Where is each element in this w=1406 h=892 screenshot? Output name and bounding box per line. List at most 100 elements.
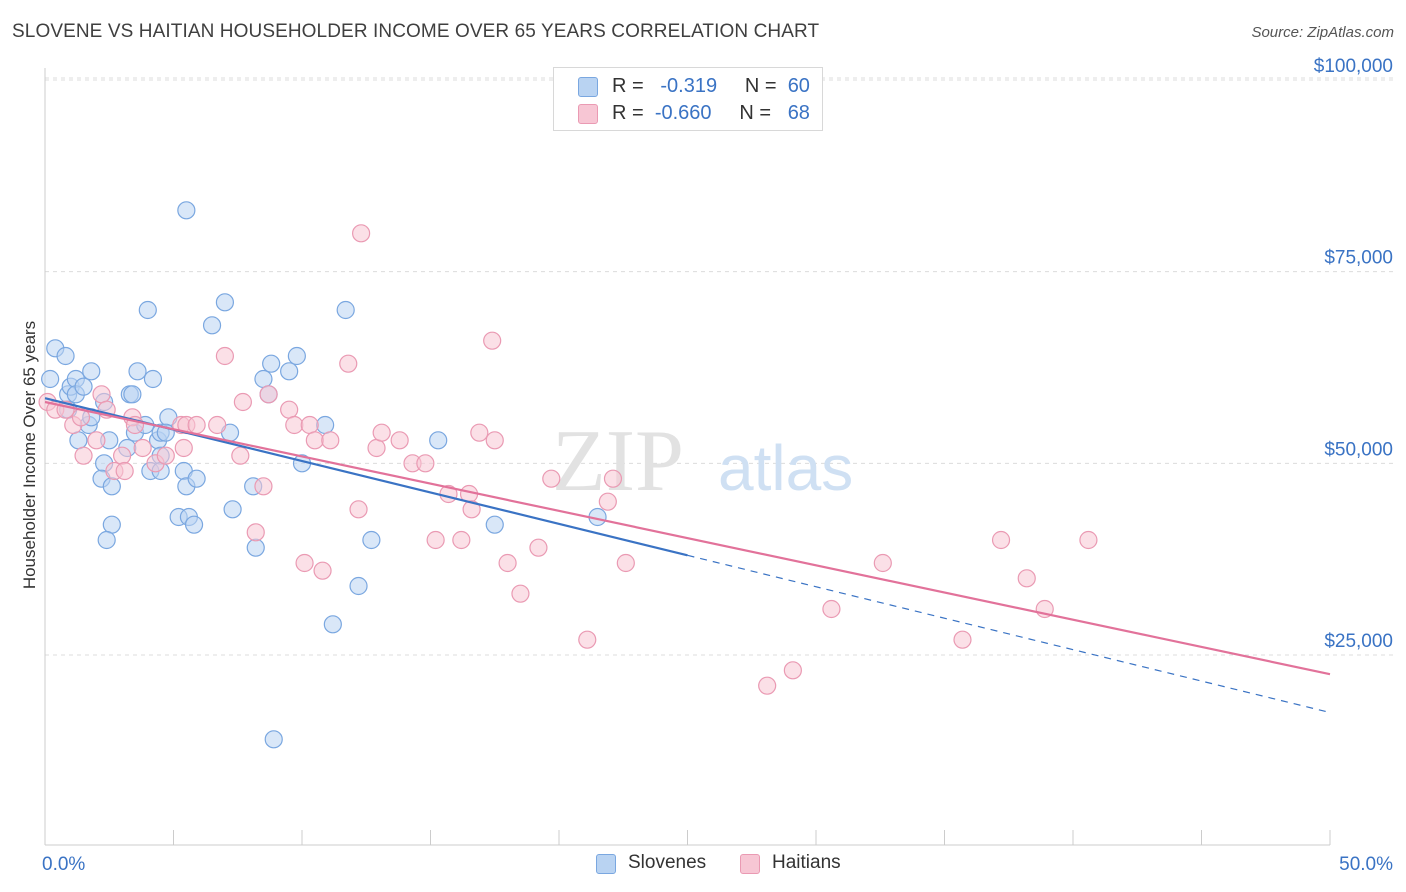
haitian-point xyxy=(208,415,227,435)
chart-title: SLOVENE VS HAITIAN HOUSEHOLDER INCOME OV… xyxy=(12,21,820,42)
slovene-point xyxy=(362,530,381,550)
slovene-point xyxy=(264,730,283,749)
slovenes-legend-label: Slovenes xyxy=(628,852,707,873)
slovene-point xyxy=(246,538,265,557)
haitian-point xyxy=(462,500,481,519)
watermark-atlas: atlas xyxy=(718,432,853,504)
slovene-point xyxy=(215,293,234,312)
slovenes-r-value: -0.319 xyxy=(660,75,718,97)
slovene-point xyxy=(102,515,121,534)
y-axis-label: Householder Income Over 65 years xyxy=(20,321,39,589)
haitian-point xyxy=(598,492,617,511)
haitian-point xyxy=(498,553,517,573)
haitians-legend-swatch xyxy=(740,854,760,874)
haitian-point xyxy=(452,530,471,550)
haitian-point xyxy=(215,346,234,366)
haitian-point xyxy=(953,630,972,649)
haitian-point xyxy=(822,599,841,619)
x-tick-label: 50.0% xyxy=(1339,854,1393,875)
haitian-point xyxy=(783,661,802,680)
labels-layer: $25,000 $50,000 $75,000 $100,000 0.0% 50.0% xyxy=(42,56,1393,875)
slovenes-n-value: 60 xyxy=(787,75,810,97)
slovene-point xyxy=(336,300,355,320)
haitian-point xyxy=(174,438,193,458)
haitian-point xyxy=(156,446,175,465)
haitian-point xyxy=(603,469,623,488)
haitian-point xyxy=(295,553,314,573)
haitian-point xyxy=(470,423,489,442)
haitian-point xyxy=(339,354,358,373)
haitian-point xyxy=(1079,530,1098,550)
slovene-point xyxy=(74,377,93,396)
correlation-legend: R = -0.319 N = 60 R = -0.660 N = 68 xyxy=(553,67,823,131)
haitian-point xyxy=(115,461,134,481)
haitian-point xyxy=(74,446,93,465)
haitian-point xyxy=(285,415,304,435)
haitians-trend-line xyxy=(44,400,1331,676)
haitians-legend-label: Haitians xyxy=(772,852,841,873)
haitian-point xyxy=(485,431,504,450)
slovene-point xyxy=(177,201,196,220)
x-tick-label: 0.0% xyxy=(42,854,85,875)
slovene-point xyxy=(316,415,335,435)
watermark: ZIP atlas xyxy=(552,413,853,510)
slovene-point xyxy=(184,515,204,534)
slovene-point xyxy=(223,500,242,519)
haitians-n-label: N = xyxy=(739,102,772,124)
slovene-point xyxy=(143,369,163,389)
source-credit: Source: ZipAtlas.com xyxy=(1251,24,1394,41)
haitian-point xyxy=(542,469,561,488)
haitian-point xyxy=(529,538,548,557)
haitian-point xyxy=(280,400,299,419)
haitian-point xyxy=(321,431,340,450)
slovene-point xyxy=(202,316,222,335)
y-tick-label: $25,000 xyxy=(1324,631,1393,652)
haitians-r-label: R = xyxy=(612,102,644,124)
haitian-point xyxy=(991,530,1011,550)
slovene-point xyxy=(287,346,306,366)
haitian-point xyxy=(352,224,371,243)
slovenes-r-label: R = xyxy=(612,75,644,97)
haitian-point xyxy=(758,676,777,695)
haitian-point xyxy=(313,561,332,580)
trend-layer xyxy=(44,397,1331,714)
haitian-point xyxy=(616,553,635,573)
slovene-point xyxy=(69,431,88,450)
slovene-point xyxy=(138,300,157,320)
haitian-point xyxy=(259,385,278,404)
slovene-point xyxy=(97,530,116,550)
watermark-zip: ZIP xyxy=(552,413,684,510)
haitian-point xyxy=(349,500,368,519)
slovene-point xyxy=(323,615,342,634)
haitian-point xyxy=(231,446,250,465)
haitian-point xyxy=(416,454,435,473)
haitian-point xyxy=(372,423,391,442)
slovene-point xyxy=(128,362,147,381)
haitian-point xyxy=(246,523,265,542)
haitian-point xyxy=(511,584,530,603)
slovene-point xyxy=(56,346,75,366)
slovenes-swatch xyxy=(578,77,598,97)
slovene-point xyxy=(254,369,273,389)
haitian-point xyxy=(305,431,324,450)
slovene-point xyxy=(102,477,121,496)
haitian-point xyxy=(92,385,111,404)
points-layer xyxy=(38,201,1098,749)
y-tick-label: $100,000 xyxy=(1314,56,1393,77)
y-tick-label: $50,000 xyxy=(1324,439,1393,460)
haitian-point xyxy=(87,431,106,450)
haitians-n-value: 68 xyxy=(787,102,810,124)
slovene-point xyxy=(429,431,448,450)
haitian-point xyxy=(112,446,132,465)
slovene-point xyxy=(262,354,281,373)
slovene-point xyxy=(349,576,368,596)
y-tick-label: $75,000 xyxy=(1324,248,1393,269)
grid-layer xyxy=(45,77,1395,656)
haitian-point xyxy=(1017,569,1036,588)
haitian-point xyxy=(426,530,445,550)
slovenes-legend-swatch xyxy=(596,854,616,874)
haitian-point xyxy=(133,438,152,458)
haitian-point xyxy=(483,331,502,350)
haitian-point xyxy=(254,477,273,496)
